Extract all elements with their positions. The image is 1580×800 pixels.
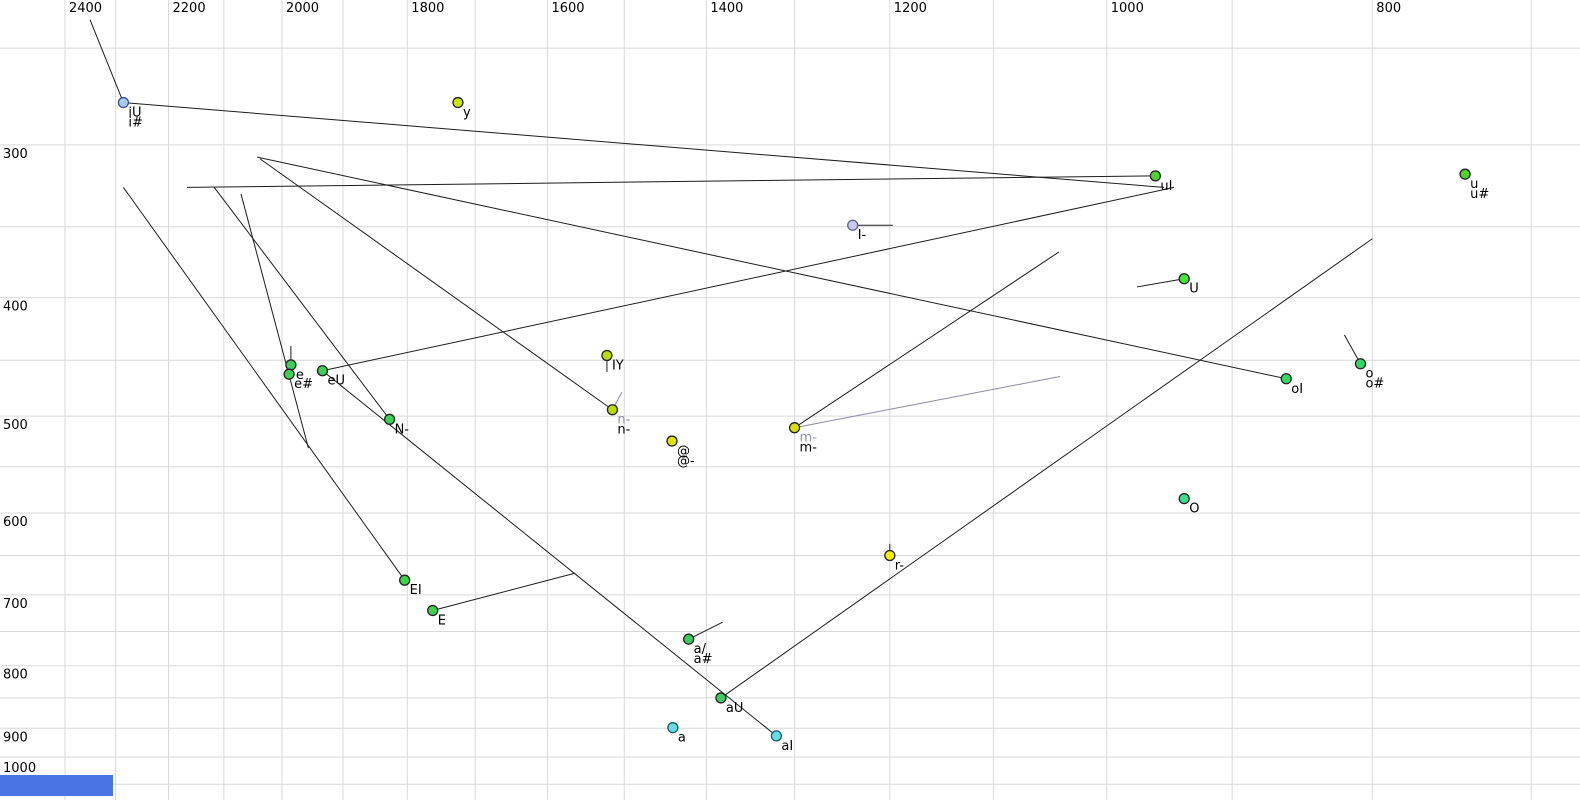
vowel-point-N- xyxy=(383,413,396,425)
x-tick-label-1600: 1600 xyxy=(551,1,584,16)
vowel-point-U xyxy=(1178,273,1190,285)
trajectory-U-glide xyxy=(1136,278,1185,288)
x-tick-label-2400: 2400 xyxy=(69,1,102,16)
vowel-label-aU-0: aU xyxy=(726,701,743,716)
vowel-label-m--0: m- xyxy=(800,431,818,446)
vowel-label-oI-0: oI xyxy=(1291,382,1303,397)
y-axis-tick-labels: 300 400 500 600 700 800 900 1000 xyxy=(3,147,36,776)
vowel-label-u-0: u xyxy=(1470,177,1478,192)
vowel-point-O xyxy=(1178,492,1190,505)
vowel-point-uI xyxy=(1149,170,1161,182)
vowel-point-oI xyxy=(1280,373,1292,385)
y-tick-label-400: 400 xyxy=(3,300,28,315)
trajectories xyxy=(89,19,1373,737)
vowel-point-IY xyxy=(601,349,613,362)
trajectory-m-gray xyxy=(794,375,1061,429)
vowel-point-eU xyxy=(316,365,329,377)
y-tick-label-800: 800 xyxy=(3,668,28,683)
vowel-label-o-1: o# xyxy=(1365,377,1384,392)
vowel-label-@-0: @ xyxy=(677,444,690,459)
x-tick-label-1000: 1000 xyxy=(1111,1,1144,16)
vowel-point-@ xyxy=(666,435,678,447)
y-tick-label-500: 500 xyxy=(3,418,28,433)
trajectory-aU-glide xyxy=(720,238,1373,699)
vowel-point-e# xyxy=(283,368,295,380)
vowel-point-u xyxy=(1459,168,1471,180)
vowel-label-uI-0: uI xyxy=(1160,179,1172,194)
vowel-point-E xyxy=(427,604,439,617)
vowel-label-a/-0: a/ xyxy=(694,642,707,657)
vowel-label-iU-1: i# xyxy=(128,116,143,131)
trajectory-n-long xyxy=(259,158,613,411)
y-tick-label-1000: 1000 xyxy=(3,761,36,776)
x-tick-label-1200: 1200 xyxy=(894,1,927,16)
vowel-label-o-0: o xyxy=(1365,367,1373,382)
vowel-label-e#-0: e# xyxy=(294,377,313,392)
trajectory-iU-glide xyxy=(123,102,1165,188)
vowel-label-n--0: n- xyxy=(617,413,630,428)
vowel-point-aI xyxy=(770,730,783,742)
trajectory-oI-glide xyxy=(257,156,1287,380)
y-tick-label-900: 900 xyxy=(3,730,28,745)
vowel-point-a xyxy=(667,722,679,734)
vowel-label-@-1: @- xyxy=(677,454,695,469)
vowel-label-m--1: m- xyxy=(800,441,818,456)
vowel-label-a-0: a xyxy=(678,731,686,746)
vowel-point-iU xyxy=(117,96,130,109)
x-tick-label-1800: 1800 xyxy=(411,1,444,16)
vowel-label-n--1: n- xyxy=(617,423,630,438)
y-tick-label-700: 700 xyxy=(3,597,28,612)
y-tick-label-600: 600 xyxy=(3,515,28,530)
vowel-point-aU xyxy=(715,692,727,704)
trajectory-EI-glide xyxy=(122,187,406,581)
vowel-label-IY-0: IY xyxy=(612,358,624,373)
vowel-point-o xyxy=(1354,358,1367,370)
vowel-label-y-0: y xyxy=(463,106,471,121)
vowel-label-u-1: u# xyxy=(1470,187,1489,202)
vowel-point-r- xyxy=(884,549,896,562)
vowel-point-n- xyxy=(606,404,619,416)
x-axis-tick-labels: 2400 2200 2000 1800 1600 1400 1200 1000 800 xyxy=(69,1,1401,16)
trajectory-N-glide xyxy=(213,187,390,420)
trajectory-a/-glide xyxy=(688,621,723,640)
trajectory-uI-glide xyxy=(187,175,1156,188)
x-tick-label-1400: 1400 xyxy=(710,1,743,16)
vowel-point-y xyxy=(452,96,464,109)
y-tick-label-300: 300 xyxy=(3,147,28,162)
trajectory-m-black xyxy=(794,251,1060,429)
x-tick-label-2200: 2200 xyxy=(173,1,206,16)
vowel-label-EI-0: EI xyxy=(410,583,422,598)
trajectory-E-glide xyxy=(432,572,576,612)
vowel-label-N--0: N- xyxy=(395,422,410,437)
vowel-label-a/-1: a# xyxy=(694,652,713,667)
trajectory-i#-glide xyxy=(89,19,124,103)
vowel-label-r--0: r- xyxy=(895,558,905,573)
vowel-label-eU-0: eU xyxy=(327,374,345,389)
vowel-point-EI xyxy=(399,574,411,586)
vowel-label-iU-0: iU xyxy=(128,106,141,121)
trajectory-eU-glide xyxy=(322,186,1175,372)
vowel-label-U-0: U xyxy=(1189,282,1199,297)
vowel-point-m- xyxy=(788,422,801,434)
vowel-label-aI-0: aI xyxy=(781,739,793,754)
vowel-label-e-0: e xyxy=(296,368,304,383)
x-tick-label-800: 800 xyxy=(1376,1,1401,16)
vowel-point-I- xyxy=(847,219,859,231)
play-bar[interactable] xyxy=(0,775,113,796)
vowel-labels: iUi# y uI uu# I- Uee# eU N- IY n-n- @@- m-m-oI oo# Or… xyxy=(128,106,1489,754)
vowel-label-E-0: E xyxy=(438,614,446,629)
trajectory-e#-glide xyxy=(240,193,309,449)
vowel-label-I--0: I- xyxy=(858,228,867,243)
vowel-label-O-0: O xyxy=(1189,502,1199,517)
vowel-point-e xyxy=(285,359,297,371)
vowel-points xyxy=(117,96,1471,742)
trajectory-aI-glide xyxy=(322,370,777,737)
x-tick-label-2000: 2000 xyxy=(286,1,319,16)
vowel-point-a/ xyxy=(683,633,695,645)
